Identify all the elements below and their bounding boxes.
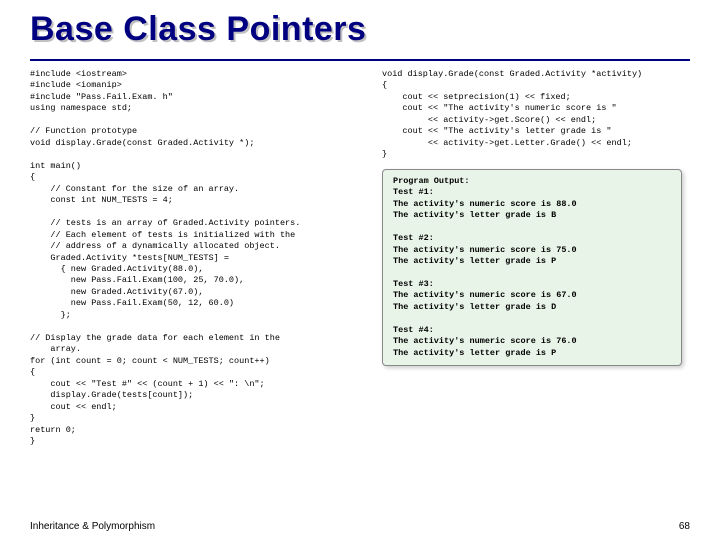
title-underline bbox=[30, 59, 690, 61]
code-block-right: void display.Grade(const Graded.Activity… bbox=[382, 69, 690, 161]
slide: Base Class Pointers #include <iostream> … bbox=[0, 0, 720, 540]
page-number: 68 bbox=[679, 521, 690, 532]
right-column: void display.Grade(const Graded.Activity… bbox=[382, 69, 690, 447]
code-block-left: #include <iostream> #include <iomanip> #… bbox=[30, 69, 370, 447]
footer-text: Inheritance & Polymorphism bbox=[30, 521, 155, 532]
content-area: #include <iostream> #include <iomanip> #… bbox=[30, 69, 690, 447]
left-column: #include <iostream> #include <iomanip> #… bbox=[30, 69, 370, 447]
output-box: Program Output: Test #1: The activity's … bbox=[382, 169, 682, 367]
page-title: Base Class Pointers bbox=[30, 10, 690, 49]
program-output: Program Output: Test #1: The activity's … bbox=[393, 176, 671, 360]
